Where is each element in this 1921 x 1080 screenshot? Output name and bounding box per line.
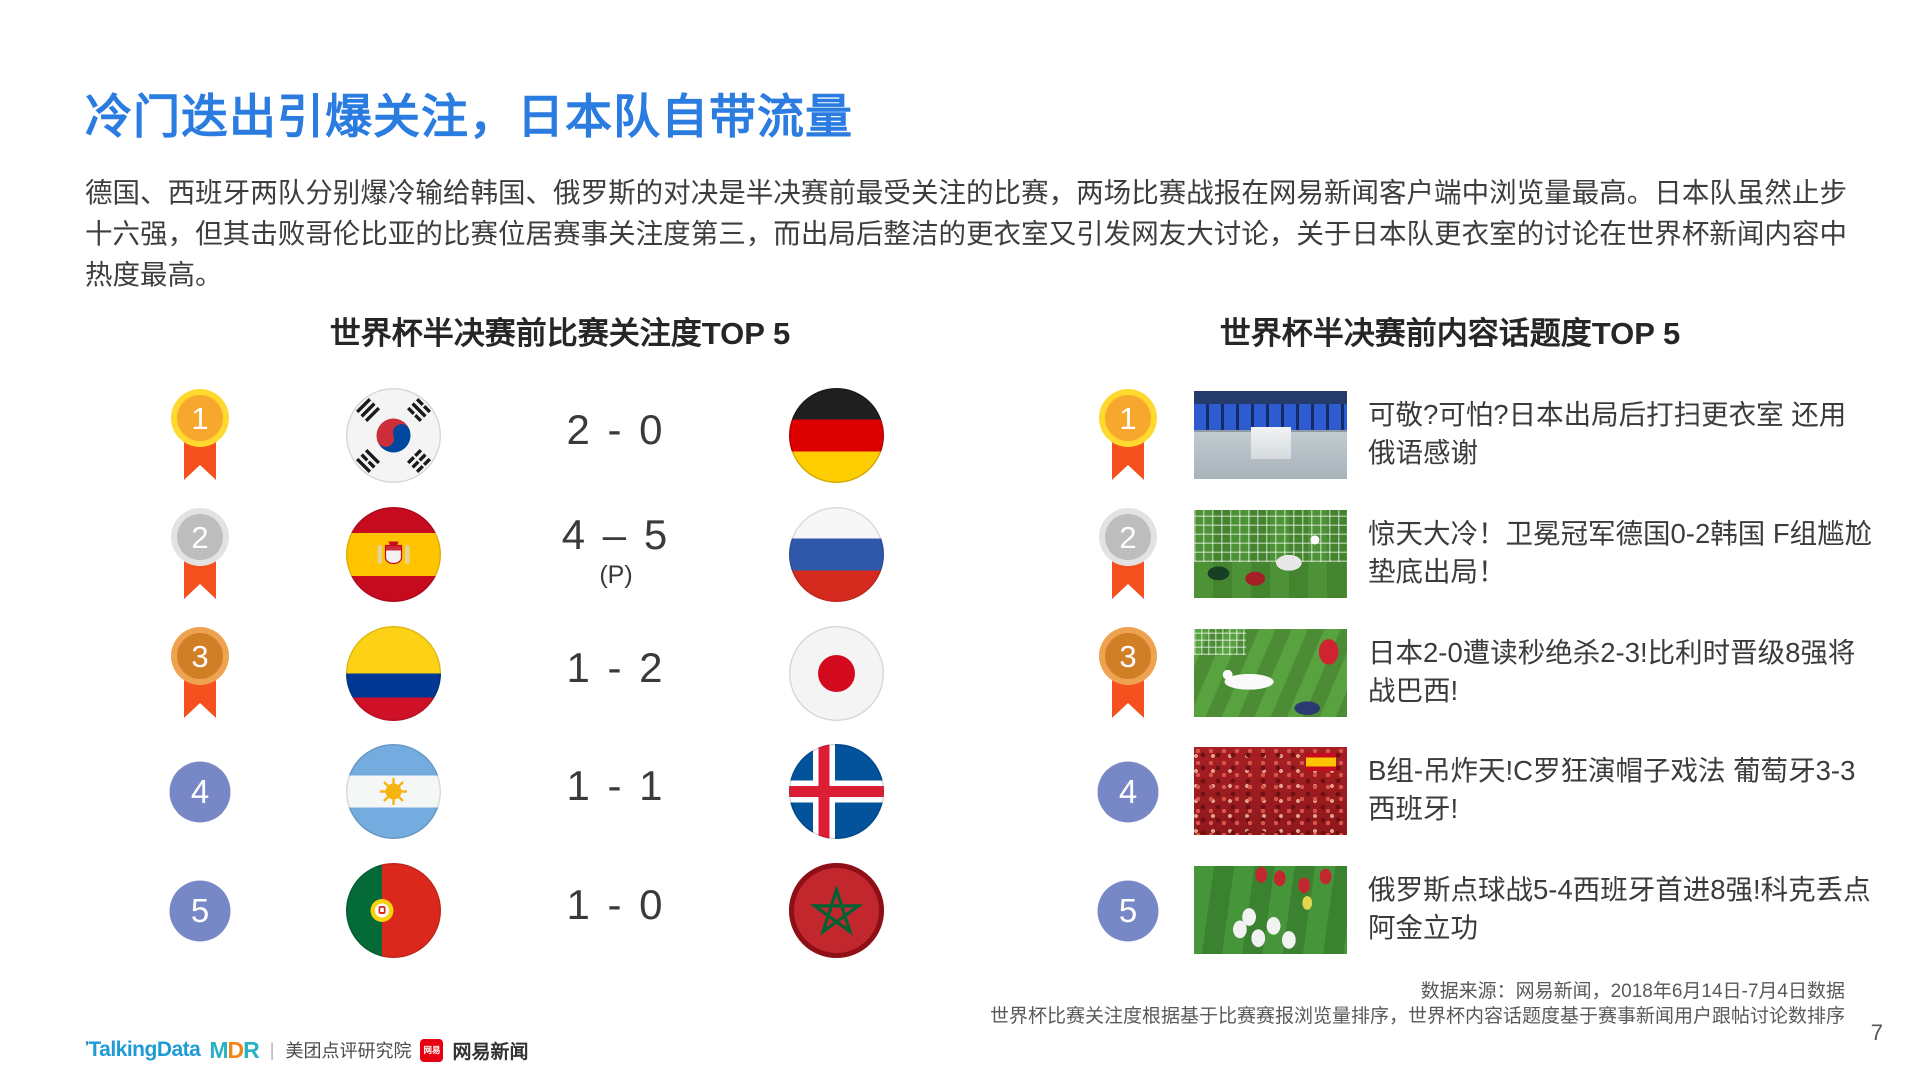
svg-text:3: 3 <box>1119 639 1136 674</box>
page-title: 冷门迭出引爆关注，日本队自带流量 <box>85 90 853 143</box>
news-headline: 惊天大冷！卫冕冠军德国0-2韩国 F组尴尬垫底出局！ <box>1368 518 1873 587</box>
netease-badge-icon: 网易 <box>420 1038 444 1062</box>
news-row: 5 俄罗斯点球战5-4西班牙首进8强!科克丢点阿金立功 <box>0 851 1921 970</box>
rank-4-circle-icon: 4 <box>168 760 232 824</box>
news-row: 3 日本2-0遭读秒绝杀2-3!比利时晋级8强将战巴西! <box>0 614 1921 733</box>
colombia-flag-icon <box>346 626 441 721</box>
russia-celebration-photo <box>1194 866 1347 954</box>
news-headline: B组-吊炸天!C罗狂演帽子戏法 葡萄牙3-3西班牙! <box>1368 755 1856 824</box>
news-row: 2 惊天大冷！卫冕冠军德国0-2韩国 F组尴尬垫底出局！ <box>0 495 1921 614</box>
news-row: 1 可敬?可怕?日本出局后打扫更衣室 还用俄语感谢 <box>0 376 1921 495</box>
left-panel-heading: 世界杯半决赛前比赛关注度TOP 5 <box>329 316 791 351</box>
news-row: 4 B组-吊炸天!C罗狂演帽子戏法 葡萄牙3-3西班牙! <box>0 732 1921 851</box>
morocco-flag-icon <box>789 863 884 958</box>
spain-flag-icon <box>346 507 441 602</box>
intro-paragraph: 德国、西班牙两队分别爆冷输给韩国、俄罗斯的对决是半决赛前最受关注的比赛，两场比赛… <box>85 177 1847 290</box>
match-score: 1 - 1 <box>566 762 666 809</box>
japan-locker-room-photo <box>1194 391 1347 479</box>
methodology-line: 世界杯比赛关注度根据基于比赛赛报浏览量排序，世界杯内容话题度基于赛事新闻用户跟帖… <box>989 1006 1845 1027</box>
svg-text:2: 2 <box>191 520 208 555</box>
talkingdata-tick-icon: ’ <box>85 1038 89 1054</box>
gold-medal-icon: 1 <box>1096 388 1160 483</box>
mdr-logo-icon: MDR <box>209 1036 259 1063</box>
news-headline: 可敬?可怕?日本出局后打扫更衣室 还用俄语感谢 <box>1368 399 1847 468</box>
silver-medal-icon: 2 <box>168 507 232 602</box>
match-row: 2 4 – 5 (P) <box>0 495 1921 614</box>
meituan-dianping-institute-logo: 美团点评研究院 <box>285 1041 412 1061</box>
silver-medal-icon: 2 <box>1096 507 1160 602</box>
match-score: 2 - 0 <box>566 406 666 453</box>
logo-separator: | <box>269 1039 275 1060</box>
portugal-flag-icon <box>346 863 441 958</box>
rank-4-circle-icon: 4 <box>1096 760 1160 824</box>
news-headline: 日本2-0遭读秒绝杀2-3!比利时晋级8强将战巴西! <box>1368 637 1856 706</box>
match-row: 4 1 - 1 <box>0 732 1921 851</box>
bronze-medal-icon: 3 <box>168 626 232 721</box>
japan-vs-belgium-photo <box>1194 629 1347 717</box>
match-row: 3 1 - 2 <box>0 614 1921 733</box>
svg-text:2: 2 <box>1119 520 1136 555</box>
svg-text:1: 1 <box>191 401 208 436</box>
portugal-spain-fans-photo <box>1194 747 1347 835</box>
south-korea-flag-icon <box>346 388 441 483</box>
talkingdata-logo: ’TalkingData <box>85 1038 201 1061</box>
penalty-note: (P) <box>599 561 633 589</box>
rank-5-circle-icon: 5 <box>1096 879 1160 943</box>
match-score: 1 - 2 <box>566 644 666 691</box>
match-score: 4 – 5 (P) <box>520 495 712 614</box>
svg-text:5: 5 <box>191 892 209 929</box>
right-panel-heading: 世界杯半决赛前内容话题度TOP 5 <box>1219 316 1681 351</box>
match-score: 1 - 0 <box>566 881 666 928</box>
news-headline: 俄罗斯点球战5-4西班牙首进8强!科克丢点阿金立功 <box>1368 874 1871 943</box>
page-number: 7 <box>1870 1020 1883 1045</box>
russia-flag-icon <box>789 507 884 602</box>
netease-news-logo: 网易新闻 <box>452 1041 529 1063</box>
bronze-medal-icon: 3 <box>1096 626 1160 721</box>
match-row: 5 1 - 0 <box>0 851 1921 970</box>
svg-text:3: 3 <box>191 639 208 674</box>
match-row: 1 2 - 0 <box>0 376 1921 495</box>
svg-text:4: 4 <box>191 773 209 810</box>
footer-logos: ’TalkingData MDR | 美团点评研究院 网易 网易新闻 <box>85 1036 528 1064</box>
svg-text:4: 4 <box>1119 773 1137 810</box>
data-source-line: 数据来源：网易新闻，2018年6月14日-7月4日数据 <box>1420 981 1845 1002</box>
rank-5-circle-icon: 5 <box>168 879 232 943</box>
germany-vs-korea-goal-photo <box>1194 510 1347 598</box>
japan-flag-icon <box>789 626 884 721</box>
svg-text:5: 5 <box>1119 892 1137 929</box>
iceland-flag-icon <box>789 744 884 839</box>
svg-text:1: 1 <box>1119 401 1136 436</box>
germany-flag-icon <box>789 388 884 483</box>
gold-medal-icon: 1 <box>168 388 232 483</box>
argentina-flag-icon <box>346 744 441 839</box>
